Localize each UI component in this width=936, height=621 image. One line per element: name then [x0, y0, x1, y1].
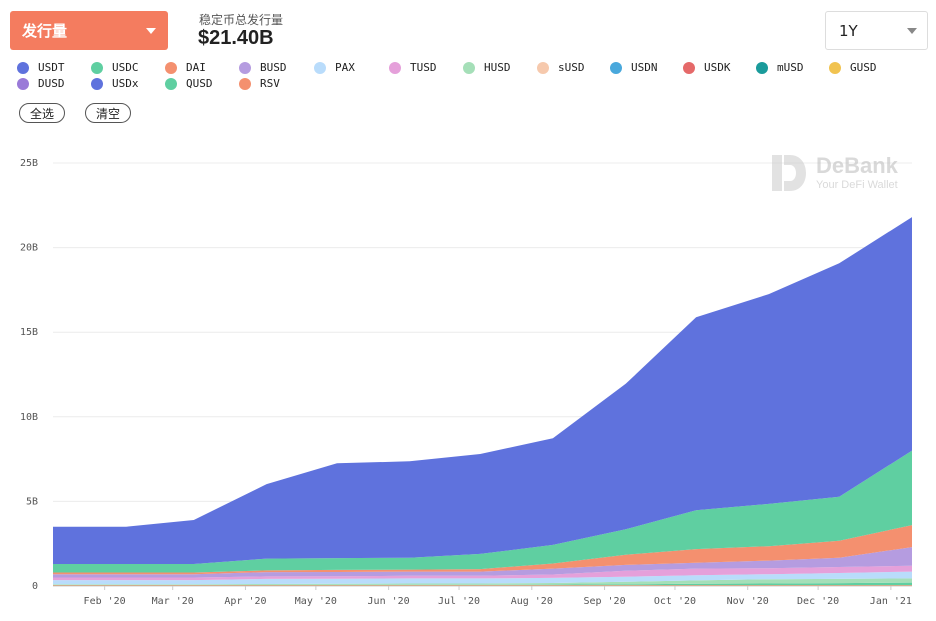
legend-label: USDT	[38, 61, 65, 74]
total-supply-label: 稳定币总发行量	[199, 13, 284, 27]
legend-item-tusd[interactable]: TUSD	[389, 61, 437, 74]
legend-item-dai[interactable]: DAI	[165, 61, 206, 74]
area-pax	[53, 571, 912, 585]
area-dai	[53, 525, 912, 575]
legend-item-dusd[interactable]: DUSD	[17, 77, 65, 90]
debank-watermark: DeBank Your DeFi Wallet	[772, 155, 898, 191]
area-usdc	[53, 450, 912, 573]
legend-item-usdx[interactable]: USDx	[91, 77, 139, 90]
select-all-button[interactable]: 全选	[19, 103, 65, 123]
time-range-label: 1Y	[839, 21, 858, 40]
area-tusd	[53, 565, 912, 581]
y-tick-label: 5B	[26, 496, 38, 507]
legend-label: GUSD	[850, 61, 877, 74]
area-busd	[53, 547, 912, 578]
legend-label: DUSD	[38, 77, 65, 90]
legend-dot-icon	[829, 61, 841, 74]
legend-item-usdc[interactable]: USDC	[91, 61, 139, 74]
legend-dot-icon	[17, 77, 29, 90]
metric-select[interactable]: 发行量	[10, 11, 168, 50]
x-tick-label: Oct '20	[654, 596, 696, 607]
legend-dot-icon	[314, 61, 326, 74]
area-husd	[53, 578, 912, 585]
legend-dot-icon	[756, 61, 768, 74]
legend-dot-icon	[389, 61, 401, 74]
x-tick-label: Mar '20	[152, 596, 194, 607]
debank-logo-icon	[772, 155, 806, 191]
legend-label: USDx	[112, 77, 139, 90]
x-tick-label: Jul '20	[438, 596, 480, 607]
legend-item-musd[interactable]: mUSD	[756, 61, 804, 74]
legend-item-usdn[interactable]: USDN	[610, 61, 658, 74]
legend-dot-icon	[239, 61, 251, 74]
legend-label: USDC	[112, 61, 139, 74]
x-tick-label: Sep '20	[583, 596, 625, 607]
legend-label: DAI	[186, 61, 206, 74]
legend-dot-icon	[683, 61, 695, 74]
y-tick-label: 10B	[20, 412, 38, 423]
y-tick-label: 15B	[20, 327, 38, 338]
legend-label: QUSD	[186, 77, 213, 90]
legend-dot-icon	[239, 77, 251, 90]
legend-dot-icon	[165, 61, 177, 74]
y-tick-label: 0	[32, 581, 38, 592]
total-supply-value: $21.40B	[198, 27, 274, 49]
legend-label: RSV	[260, 77, 280, 90]
y-tick-label: 25B	[20, 158, 38, 169]
x-tick-label: Dec '20	[797, 596, 839, 607]
legend-label: HUSD	[484, 61, 511, 74]
watermark-brand: DeBank	[816, 153, 898, 178]
legend-item-usdk[interactable]: USDK	[683, 61, 731, 74]
clear-button[interactable]: 清空	[85, 103, 131, 123]
legend-label: mUSD	[777, 61, 804, 74]
legend-label: TUSD	[410, 61, 437, 74]
x-tick-label: Feb '20	[84, 596, 126, 607]
time-range-select[interactable]: 1Y	[825, 11, 928, 50]
legend-item-rsv[interactable]: RSV	[239, 77, 280, 90]
legend-label: sUSD	[558, 61, 585, 74]
x-tick-label: Aug '20	[511, 596, 553, 607]
legend-label: USDK	[704, 61, 731, 74]
y-tick-label: 20B	[20, 243, 38, 254]
x-tick-label: May '20	[295, 596, 337, 607]
x-tick-label: Nov '20	[727, 596, 769, 607]
area-usdt	[53, 217, 912, 564]
chevron-down-icon	[907, 27, 917, 34]
legend-item-usdt[interactable]: USDT	[17, 61, 65, 74]
chevron-down-icon	[146, 27, 156, 34]
legend-dot-icon	[91, 61, 103, 74]
x-tick-label: Jan '21	[870, 596, 912, 607]
legend-item-husd[interactable]: HUSD	[463, 61, 511, 74]
legend-item-qusd[interactable]: QUSD	[165, 77, 213, 90]
metric-select-label: 发行量	[22, 22, 68, 40]
legend-item-susd[interactable]: sUSD	[537, 61, 585, 74]
legend-dot-icon	[537, 61, 549, 74]
x-tick-label: Jun '20	[368, 596, 410, 607]
x-tick-label: Apr '20	[224, 596, 266, 607]
legend-dot-icon	[17, 61, 29, 74]
legend-item-busd[interactable]: BUSD	[239, 61, 287, 74]
area-rsv	[53, 585, 912, 586]
legend-dot-icon	[610, 61, 622, 74]
area-qusd	[53, 582, 912, 586]
legend-label: USDN	[631, 61, 658, 74]
legend-item-gusd[interactable]: GUSD	[829, 61, 877, 74]
legend-label: BUSD	[260, 61, 287, 74]
legend-item-pax[interactable]: PAX	[314, 61, 355, 74]
legend-dot-icon	[91, 77, 103, 90]
legend-label: PAX	[335, 61, 355, 74]
watermark-tagline: Your DeFi Wallet	[816, 179, 898, 191]
stacked-area-chart: 0 5B 10B 15B 20B 25B Feb '20 Mar '20 Apr '20 May …	[20, 158, 912, 607]
legend-dot-icon	[463, 61, 475, 74]
legend-dot-icon	[165, 77, 177, 90]
